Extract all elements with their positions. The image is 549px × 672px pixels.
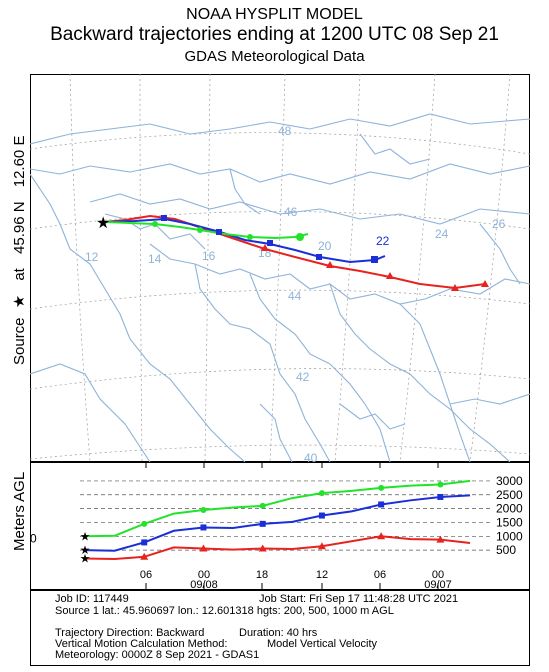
map-boundaries: [30, 113, 530, 462]
source-lon: 12.60 E: [11, 136, 28, 188]
red-marker: [451, 284, 459, 291]
x-date-label: 09/08: [190, 579, 218, 590]
source-at-word: at: [11, 267, 28, 280]
green-marker: [247, 234, 253, 240]
green-marker: [197, 227, 203, 233]
trajectory-markers: [152, 215, 489, 291]
vertical-method-label: Vertical Motion Calculation Method:: [55, 638, 228, 650]
x-tick-label: 18: [256, 569, 268, 581]
x-date-label: 09/07: [424, 579, 452, 590]
x-tick-label: 06: [140, 569, 152, 581]
source-star-icon: ★: [96, 215, 110, 232]
parallel-label-40: 40: [304, 451, 318, 462]
y-tick-label: 2500: [496, 488, 523, 502]
marker-blue: [318, 512, 325, 519]
marker-red: [199, 544, 208, 552]
red-marker: [481, 280, 489, 287]
y-tick-label: 1000: [496, 529, 523, 543]
blue-marker: [316, 254, 322, 260]
marker-blue: [200, 524, 207, 531]
source-info: Source 1 lat.: 45.960697 lon.: 12.601318…: [55, 605, 394, 617]
job-start: Job Start: Fri Sep 17 11:48:28 UTC 2021: [259, 593, 459, 605]
blue-marker: [216, 229, 222, 235]
green-marker: [296, 233, 304, 241]
start-star-icon: ★: [80, 551, 91, 565]
blue-marker: [267, 240, 273, 246]
chart-title-model: NOAA HYSPLIT MODEL: [186, 6, 363, 23]
marker-green: [200, 507, 207, 513]
meridian-label-24: 24: [435, 227, 449, 241]
y-tick-label: 3000: [496, 474, 523, 488]
trajectory-map: 12 14 16 18 20 22 24 26 48 46 44 42 40: [30, 74, 530, 462]
marker-green: [141, 520, 148, 527]
meridian-label-22: 22: [376, 234, 390, 248]
marker-red: [317, 542, 326, 550]
trajectory-red-200m: [104, 214, 486, 290]
marker-red: [436, 535, 445, 543]
marker-blue: [141, 539, 148, 546]
svg-text:Source ★ at: Source ★ at 45.96 N 12.60 E: [11, 136, 28, 365]
meteorology: Meteorology: 0000Z 8 Sep 2021 - GDAS1: [55, 649, 260, 661]
y-tick-label: 1500: [496, 515, 523, 529]
series-line-red: [84, 535, 471, 561]
x-tick-label: 00: [432, 569, 444, 581]
source-location-label: Source ★ at 45.96 N 12.60 E: [11, 136, 28, 365]
meridian-label-26: 26: [492, 217, 506, 231]
y-tick-label: 500: [496, 543, 516, 557]
parallel-label-42: 42: [296, 370, 310, 384]
series-line-green: [84, 479, 471, 538]
series-line-blue: [84, 494, 471, 552]
chart-subtitle: GDAS Meteorological Data: [184, 48, 365, 65]
meridian-label-20: 20: [318, 239, 332, 253]
meridian-label-16: 16: [202, 249, 216, 263]
y-tick-label-left: 1000: [30, 531, 37, 545]
red-marker: [386, 272, 394, 279]
x-tick-label: 00: [198, 569, 210, 581]
marker-green: [378, 484, 385, 491]
x-tick-label: 12: [316, 569, 328, 581]
source-lat: 45.96 N: [11, 201, 28, 254]
parallel-label-46: 46: [284, 205, 298, 219]
marker-green: [318, 490, 325, 497]
marker-red: [140, 552, 149, 560]
red-marker: [326, 261, 334, 268]
marker-green: [259, 502, 266, 509]
duration: Duration: 40 hrs: [239, 627, 318, 639]
start-star-icon: ★: [80, 543, 91, 557]
y-axis-label: Meters AGL: [11, 472, 28, 551]
job-info-box: Job ID: 117449 Job Start: Fri Sep 17 11:…: [30, 590, 530, 666]
job-id: Job ID: 117449: [55, 593, 129, 605]
parallel-label-48: 48: [278, 124, 292, 138]
trajectory-green-1000m: [104, 221, 309, 240]
marker-green: [437, 481, 444, 488]
start-star-icon: ★: [80, 529, 91, 543]
red-marker: [261, 244, 269, 251]
y-tick-label: 2000: [496, 502, 523, 516]
source-word: Source: [11, 317, 28, 365]
marker-red: [377, 532, 386, 540]
meridian-label-14: 14: [148, 252, 162, 266]
svg-text:Meters AGL: Meters AGL: [11, 472, 28, 551]
trajectory-blue-500m: [104, 217, 386, 264]
vertical-method-value: Model Vertical Velocity: [267, 638, 378, 650]
green-marker: [152, 221, 158, 227]
marker-blue: [259, 520, 266, 527]
trajectory-direction: Trajectory Direction: Backward: [55, 627, 205, 639]
marker-red: [258, 544, 267, 552]
x-tick-label: 06: [374, 569, 386, 581]
marker-blue: [378, 501, 385, 508]
meridian-label-12: 12: [85, 250, 99, 264]
blue-marker: [371, 256, 378, 263]
parallel-label-44: 44: [288, 289, 302, 303]
marker-blue: [437, 493, 444, 500]
chart-title: Backward trajectories ending at 1200 UTC…: [50, 24, 499, 45]
blue-marker: [161, 215, 167, 221]
source-star-icon: ★: [11, 295, 28, 308]
